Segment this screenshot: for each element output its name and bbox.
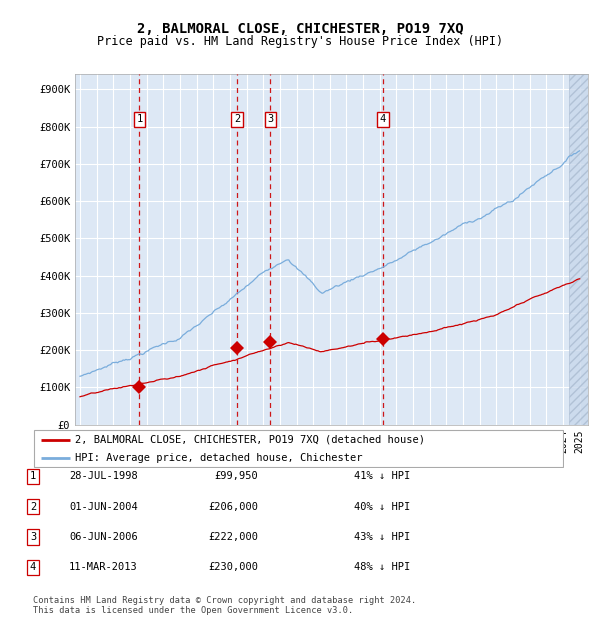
Text: 48% ↓ HPI: 48% ↓ HPI	[354, 562, 410, 572]
FancyBboxPatch shape	[34, 430, 563, 467]
Text: 2, BALMORAL CLOSE, CHICHESTER, PO19 7XQ: 2, BALMORAL CLOSE, CHICHESTER, PO19 7XQ	[137, 22, 463, 36]
Text: 4: 4	[380, 114, 386, 124]
Text: £99,950: £99,950	[214, 471, 258, 481]
Text: Contains HM Land Registry data © Crown copyright and database right 2024.
This d: Contains HM Land Registry data © Crown c…	[33, 596, 416, 615]
Text: 40% ↓ HPI: 40% ↓ HPI	[354, 502, 410, 512]
Text: 28-JUL-1998: 28-JUL-1998	[69, 471, 138, 481]
Text: 11-MAR-2013: 11-MAR-2013	[69, 562, 138, 572]
Text: 43% ↓ HPI: 43% ↓ HPI	[354, 532, 410, 542]
Text: £206,000: £206,000	[208, 502, 258, 512]
Bar	[569, 74, 588, 425]
Text: 41% ↓ HPI: 41% ↓ HPI	[354, 471, 410, 481]
Text: HPI: Average price, detached house, Chichester: HPI: Average price, detached house, Chic…	[76, 453, 363, 463]
Text: 4: 4	[30, 562, 36, 572]
Text: 3: 3	[267, 114, 274, 124]
Text: 01-JUN-2004: 01-JUN-2004	[69, 502, 138, 512]
Text: 2, BALMORAL CLOSE, CHICHESTER, PO19 7XQ (detached house): 2, BALMORAL CLOSE, CHICHESTER, PO19 7XQ …	[76, 435, 425, 445]
Text: 3: 3	[30, 532, 36, 542]
Text: 06-JUN-2006: 06-JUN-2006	[69, 532, 138, 542]
Text: Price paid vs. HM Land Registry's House Price Index (HPI): Price paid vs. HM Land Registry's House …	[97, 35, 503, 48]
Text: £222,000: £222,000	[208, 532, 258, 542]
Text: 2: 2	[30, 502, 36, 512]
Text: 1: 1	[136, 114, 143, 124]
Text: £230,000: £230,000	[208, 562, 258, 572]
Text: 2: 2	[234, 114, 240, 124]
Text: 1: 1	[30, 471, 36, 481]
